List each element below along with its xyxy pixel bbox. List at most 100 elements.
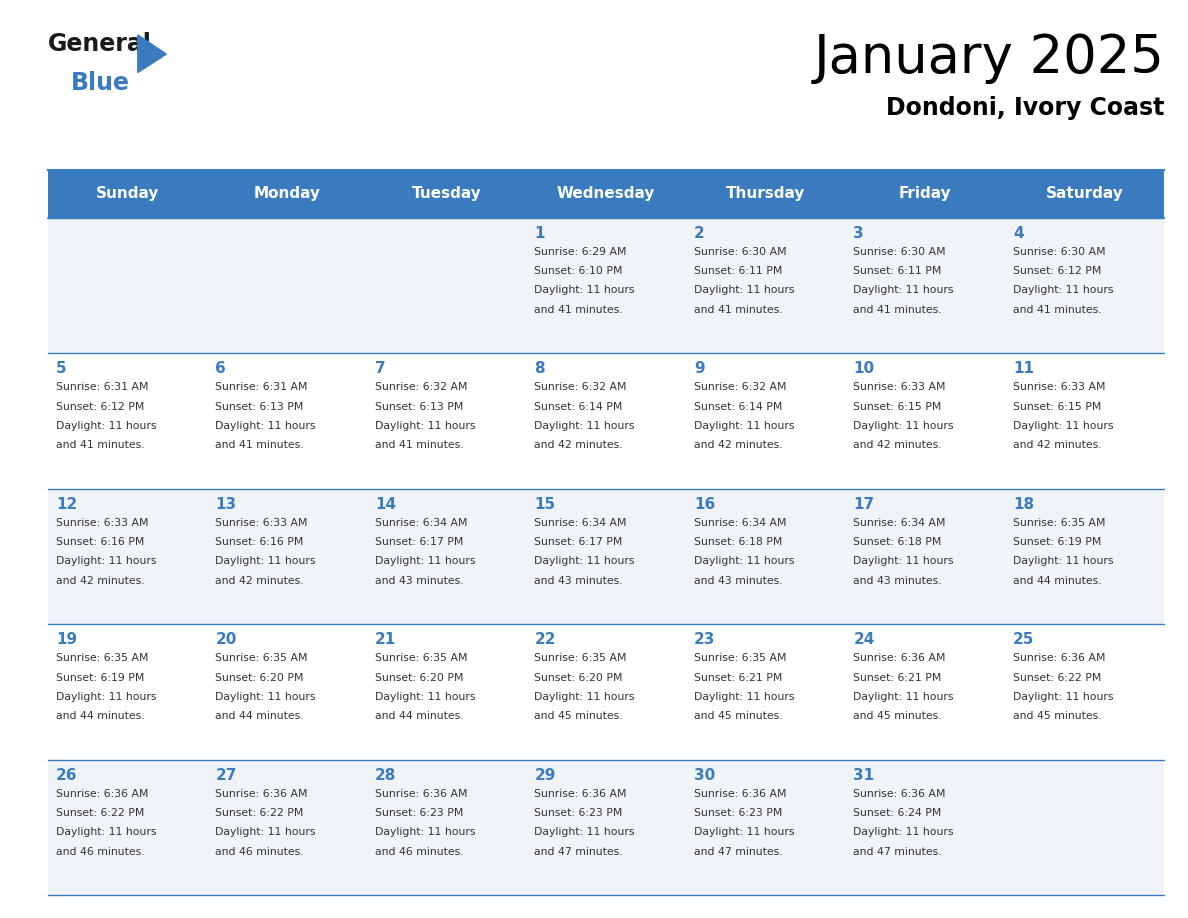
Bar [48, 218, 207, 353]
Text: Sunrise: 6:33 AM: Sunrise: 6:33 AM [853, 383, 946, 392]
Text: Sunrise: 6:36 AM: Sunrise: 6:36 AM [215, 789, 308, 799]
Bar [48, 759, 207, 895]
Text: Sunset: 6:22 PM: Sunset: 6:22 PM [1013, 673, 1101, 683]
Text: Friday: Friday [898, 186, 952, 201]
Text: and 41 minutes.: and 41 minutes. [853, 305, 942, 315]
Text: Daylight: 11 hours: Daylight: 11 hours [375, 692, 475, 702]
Text: Sunset: 6:22 PM: Sunset: 6:22 PM [215, 808, 304, 818]
Text: Daylight: 11 hours: Daylight: 11 hours [56, 692, 157, 702]
Text: and 45 minutes.: and 45 minutes. [694, 711, 783, 722]
Text: 10: 10 [853, 362, 874, 376]
Text: Daylight: 11 hours: Daylight: 11 hours [535, 421, 634, 431]
Text: and 45 minutes.: and 45 minutes. [853, 711, 942, 722]
Text: and 45 minutes.: and 45 minutes. [1013, 711, 1101, 722]
Text: Daylight: 11 hours: Daylight: 11 hours [56, 556, 157, 566]
Bar [367, 488, 526, 624]
Text: Sunset: 6:16 PM: Sunset: 6:16 PM [56, 537, 144, 547]
Text: and 47 minutes.: and 47 minutes. [694, 846, 783, 856]
Bar [1005, 624, 1164, 759]
Text: and 41 minutes.: and 41 minutes. [56, 441, 145, 450]
Bar [845, 624, 1005, 759]
Text: Sunrise: 6:36 AM: Sunrise: 6:36 AM [694, 789, 786, 799]
Text: Daylight: 11 hours: Daylight: 11 hours [215, 556, 316, 566]
Bar [685, 218, 845, 353]
Text: Sunrise: 6:32 AM: Sunrise: 6:32 AM [375, 383, 467, 392]
Text: Daylight: 11 hours: Daylight: 11 hours [1013, 421, 1113, 431]
Text: 14: 14 [375, 497, 396, 512]
Text: Daylight: 11 hours: Daylight: 11 hours [1013, 692, 1113, 702]
Text: Sunrise: 6:36 AM: Sunrise: 6:36 AM [375, 789, 467, 799]
Text: Sunrise: 6:30 AM: Sunrise: 6:30 AM [853, 247, 946, 257]
Text: and 44 minutes.: and 44 minutes. [215, 711, 304, 722]
Bar [367, 218, 526, 353]
Text: General: General [48, 32, 151, 56]
Text: Sunset: 6:22 PM: Sunset: 6:22 PM [56, 808, 144, 818]
Text: Daylight: 11 hours: Daylight: 11 hours [853, 421, 954, 431]
Bar [1005, 170, 1164, 218]
Text: Daylight: 11 hours: Daylight: 11 hours [375, 556, 475, 566]
Text: January 2025: January 2025 [814, 32, 1164, 84]
Text: Sunset: 6:12 PM: Sunset: 6:12 PM [1013, 266, 1101, 276]
Bar [207, 218, 367, 353]
Text: and 42 minutes.: and 42 minutes. [56, 576, 145, 586]
Text: Sunset: 6:13 PM: Sunset: 6:13 PM [215, 402, 304, 411]
Text: Monday: Monday [253, 186, 321, 201]
Text: Sunrise: 6:36 AM: Sunrise: 6:36 AM [56, 789, 148, 799]
Text: and 44 minutes.: and 44 minutes. [1013, 576, 1101, 586]
Text: Daylight: 11 hours: Daylight: 11 hours [535, 827, 634, 837]
Bar [1005, 488, 1164, 624]
Text: Daylight: 11 hours: Daylight: 11 hours [694, 827, 795, 837]
Text: 5: 5 [56, 362, 67, 376]
Text: Sunrise: 6:36 AM: Sunrise: 6:36 AM [535, 789, 627, 799]
Text: Wednesday: Wednesday [557, 186, 655, 201]
Text: and 46 minutes.: and 46 minutes. [56, 846, 145, 856]
Bar [685, 624, 845, 759]
Bar [1005, 353, 1164, 488]
Text: Daylight: 11 hours: Daylight: 11 hours [694, 285, 795, 296]
Text: Sunrise: 6:34 AM: Sunrise: 6:34 AM [853, 518, 946, 528]
Bar [845, 488, 1005, 624]
Text: Sunrise: 6:33 AM: Sunrise: 6:33 AM [1013, 383, 1106, 392]
Text: and 42 minutes.: and 42 minutes. [694, 441, 783, 450]
Text: 8: 8 [535, 362, 545, 376]
Text: Sunset: 6:19 PM: Sunset: 6:19 PM [56, 673, 144, 683]
Bar [207, 488, 367, 624]
Text: and 41 minutes.: and 41 minutes. [215, 441, 304, 450]
Text: Sunrise: 6:33 AM: Sunrise: 6:33 AM [56, 518, 148, 528]
Text: and 45 minutes.: and 45 minutes. [535, 711, 623, 722]
Text: and 42 minutes.: and 42 minutes. [1013, 441, 1101, 450]
Text: Blue: Blue [71, 71, 131, 95]
Text: Sunset: 6:17 PM: Sunset: 6:17 PM [375, 537, 463, 547]
Text: and 41 minutes.: and 41 minutes. [375, 441, 463, 450]
Bar [1005, 759, 1164, 895]
Text: Sunrise: 6:32 AM: Sunrise: 6:32 AM [694, 383, 786, 392]
Bar [367, 759, 526, 895]
Text: Sunset: 6:23 PM: Sunset: 6:23 PM [535, 808, 623, 818]
Bar [845, 759, 1005, 895]
Text: Sunrise: 6:34 AM: Sunrise: 6:34 AM [535, 518, 627, 528]
Text: Sunset: 6:20 PM: Sunset: 6:20 PM [215, 673, 304, 683]
Bar [526, 759, 685, 895]
Text: Daylight: 11 hours: Daylight: 11 hours [694, 421, 795, 431]
Bar [1005, 218, 1164, 353]
Bar [207, 759, 367, 895]
Text: and 41 minutes.: and 41 minutes. [694, 305, 783, 315]
Text: Sunrise: 6:30 AM: Sunrise: 6:30 AM [1013, 247, 1106, 257]
Text: Sunset: 6:24 PM: Sunset: 6:24 PM [853, 808, 942, 818]
Text: Sunrise: 6:36 AM: Sunrise: 6:36 AM [1013, 654, 1106, 664]
Text: and 43 minutes.: and 43 minutes. [853, 576, 942, 586]
Text: 19: 19 [56, 633, 77, 647]
Text: Sunset: 6:11 PM: Sunset: 6:11 PM [694, 266, 783, 276]
Bar [367, 170, 526, 218]
Text: Daylight: 11 hours: Daylight: 11 hours [694, 556, 795, 566]
Bar [367, 624, 526, 759]
Text: 18: 18 [1013, 497, 1034, 512]
Text: Daylight: 11 hours: Daylight: 11 hours [215, 827, 316, 837]
Text: 9: 9 [694, 362, 704, 376]
Text: 7: 7 [375, 362, 386, 376]
Text: Sunrise: 6:35 AM: Sunrise: 6:35 AM [56, 654, 148, 664]
Bar [48, 488, 207, 624]
Text: Sunrise: 6:36 AM: Sunrise: 6:36 AM [853, 789, 946, 799]
Text: Daylight: 11 hours: Daylight: 11 hours [853, 827, 954, 837]
Text: 22: 22 [535, 633, 556, 647]
